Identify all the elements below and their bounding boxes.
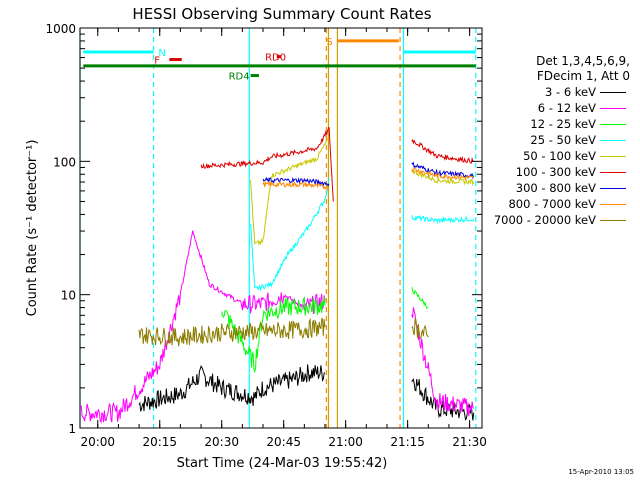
series-4-segment-4: [411, 169, 475, 187]
legend-label: 300 - 800 keV: [515, 181, 596, 195]
legend-swatch: [600, 220, 626, 221]
series-4-segment-3: [250, 135, 330, 246]
legend-header-1: Det 1,3,4,5,6,9,: [536, 54, 630, 68]
flag-label-1: S: [326, 37, 332, 48]
legend-header-2: FDecim 1, Att 0: [536, 69, 630, 83]
y-tick-label-0: 1: [68, 422, 76, 436]
flag-label-3: RD0: [265, 53, 286, 64]
legend-swatch: [600, 108, 626, 109]
series-5-segment-3: [411, 138, 474, 164]
flag-label-4: RD4: [229, 72, 250, 83]
flag-label-2: F: [154, 56, 160, 67]
series-2-segment-3: [411, 287, 429, 309]
flag-label-0: N: [158, 48, 165, 59]
legend-entry: 6 - 12 keV: [480, 100, 630, 116]
legend-label: 100 - 300 keV: [515, 165, 596, 179]
legend-label: 7000 - 20000 keV: [493, 213, 596, 227]
series-2-segment-2: [221, 296, 326, 374]
series-7-segment-4: [411, 167, 475, 181]
legend-entry: 800 - 7000 keV: [480, 196, 630, 212]
series-8-segment-1: [138, 317, 326, 347]
legend-label: 25 - 50 keV: [530, 133, 596, 147]
y-tick-label-1: 10: [61, 289, 76, 303]
series-5-segment-2: [200, 126, 334, 202]
series-3-segment-3: [250, 177, 330, 292]
x-tick-label-5: 21:15: [390, 435, 425, 449]
plot-frame: [79, 27, 483, 429]
y-tick-label-3: 1000: [45, 22, 76, 36]
y-tick-label-2: 100: [53, 155, 76, 169]
y-axis-label: Count Rate (s⁻¹ detector⁻¹): [25, 140, 40, 317]
x-tick-label-6: 21:30: [452, 435, 487, 449]
legend-entry: 25 - 50 keV: [480, 132, 630, 148]
legend-swatch: [600, 124, 626, 125]
legend-swatch: [600, 92, 626, 93]
x-tick-label-2: 20:30: [204, 435, 239, 449]
series-3-segment-4: [411, 214, 475, 225]
legend-swatch: [600, 204, 626, 205]
legend-label: 3 - 6 keV: [545, 85, 596, 99]
legend-entry: 7000 - 20000 keV: [480, 212, 630, 228]
vertical-marker-lines: [79, 28, 477, 428]
series-lines: [80, 126, 475, 424]
series-0-segment-1: [138, 364, 326, 412]
x-tick-label-4: 21:00: [328, 435, 363, 449]
x-axis-label: Start Time (24-Mar-03 19:55:42): [177, 456, 388, 471]
series-6-segment-3: [262, 176, 330, 187]
legend-swatch: [600, 172, 626, 173]
x-tick-label-0: 20:00: [80, 435, 115, 449]
legend-entry: 100 - 300 keV: [480, 164, 630, 180]
legend-label: 50 - 100 keV: [523, 149, 596, 163]
series-8-segment-2: [411, 318, 429, 340]
axis-ticks: 20:00 20:15 20:30 20:45 21:00 21:15 21:30 1 10 10…: [45, 22, 486, 449]
legend-entry: 12 - 25 keV: [480, 116, 630, 132]
series-0-segment-2: [411, 378, 475, 421]
legend-entry: 50 - 100 keV: [480, 148, 630, 164]
series-1-segment-0: [80, 230, 326, 424]
legend-label: 12 - 25 keV: [530, 117, 596, 131]
series-7-segment-3: [262, 180, 330, 191]
legend-entry: 300 - 800 keV: [480, 180, 630, 196]
legend-swatch: [600, 140, 626, 141]
chart-title: HESSI Observing Summary Count Rates: [132, 5, 431, 23]
series-6-segment-4: [411, 161, 475, 180]
legend-swatch: [600, 188, 626, 189]
flag-bars: N S F RD0 RD4: [83, 37, 476, 83]
generation-timestamp: 15-Apr-2010 13:05: [568, 468, 634, 476]
x-tick-label-3: 20:45: [266, 435, 301, 449]
legend-label: 800 - 7000 keV: [508, 197, 596, 211]
legend-label: 6 - 12 keV: [537, 101, 596, 115]
series-1-segment-1: [411, 307, 475, 417]
x-tick-label-1: 20:15: [142, 435, 177, 449]
legend-entry: 3 - 6 keV: [480, 84, 630, 100]
legend-swatch: [600, 156, 626, 157]
